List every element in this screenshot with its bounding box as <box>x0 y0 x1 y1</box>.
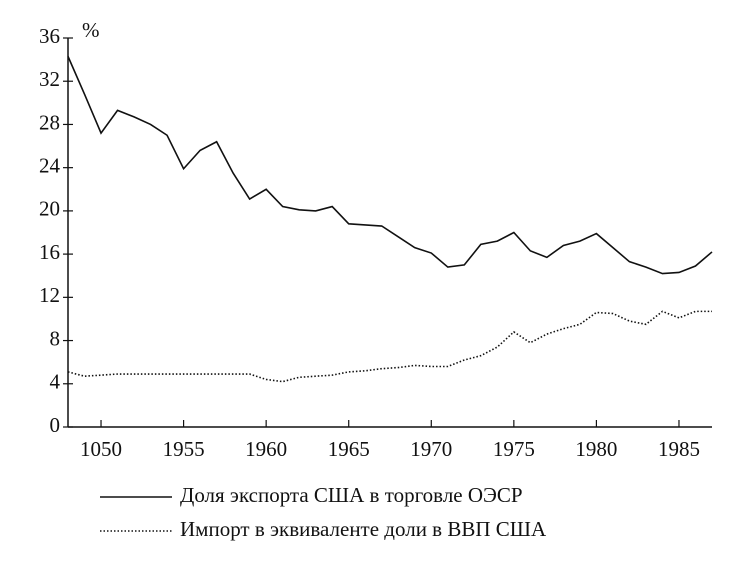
y-tick-label: 28 <box>39 110 60 134</box>
x-tick-label: 1985 <box>658 437 700 461</box>
x-tick-label: 1960 <box>245 437 287 461</box>
y-tick-label: 8 <box>50 326 61 350</box>
x-tick-label: 1975 <box>493 437 535 461</box>
y-tick-label: 20 <box>39 197 60 221</box>
y-tick-label: 36 <box>39 24 60 48</box>
legend-label: Импорт в эквиваленте доли в ВВП США <box>180 517 547 541</box>
y-axis-label: % <box>82 18 100 42</box>
data-line <box>67 310 712 383</box>
data-line <box>67 56 713 275</box>
x-tick-label: 1980 <box>575 437 617 461</box>
x-tick-label: 1970 <box>410 437 452 461</box>
x-tick-label: 1965 <box>328 437 370 461</box>
y-tick-label: 12 <box>39 283 60 307</box>
y-tick-label: 0 <box>50 413 61 437</box>
y-tick-label: 16 <box>39 240 60 264</box>
y-tick-label: 24 <box>39 153 61 177</box>
y-tick-label: 32 <box>39 67 60 91</box>
x-tick-label: 1955 <box>163 437 205 461</box>
y-tick-label: 4 <box>50 370 61 394</box>
x-tick-label: 1050 <box>80 437 122 461</box>
legend-label: Доля экспорта США в торговле ОЭСР <box>180 483 523 507</box>
